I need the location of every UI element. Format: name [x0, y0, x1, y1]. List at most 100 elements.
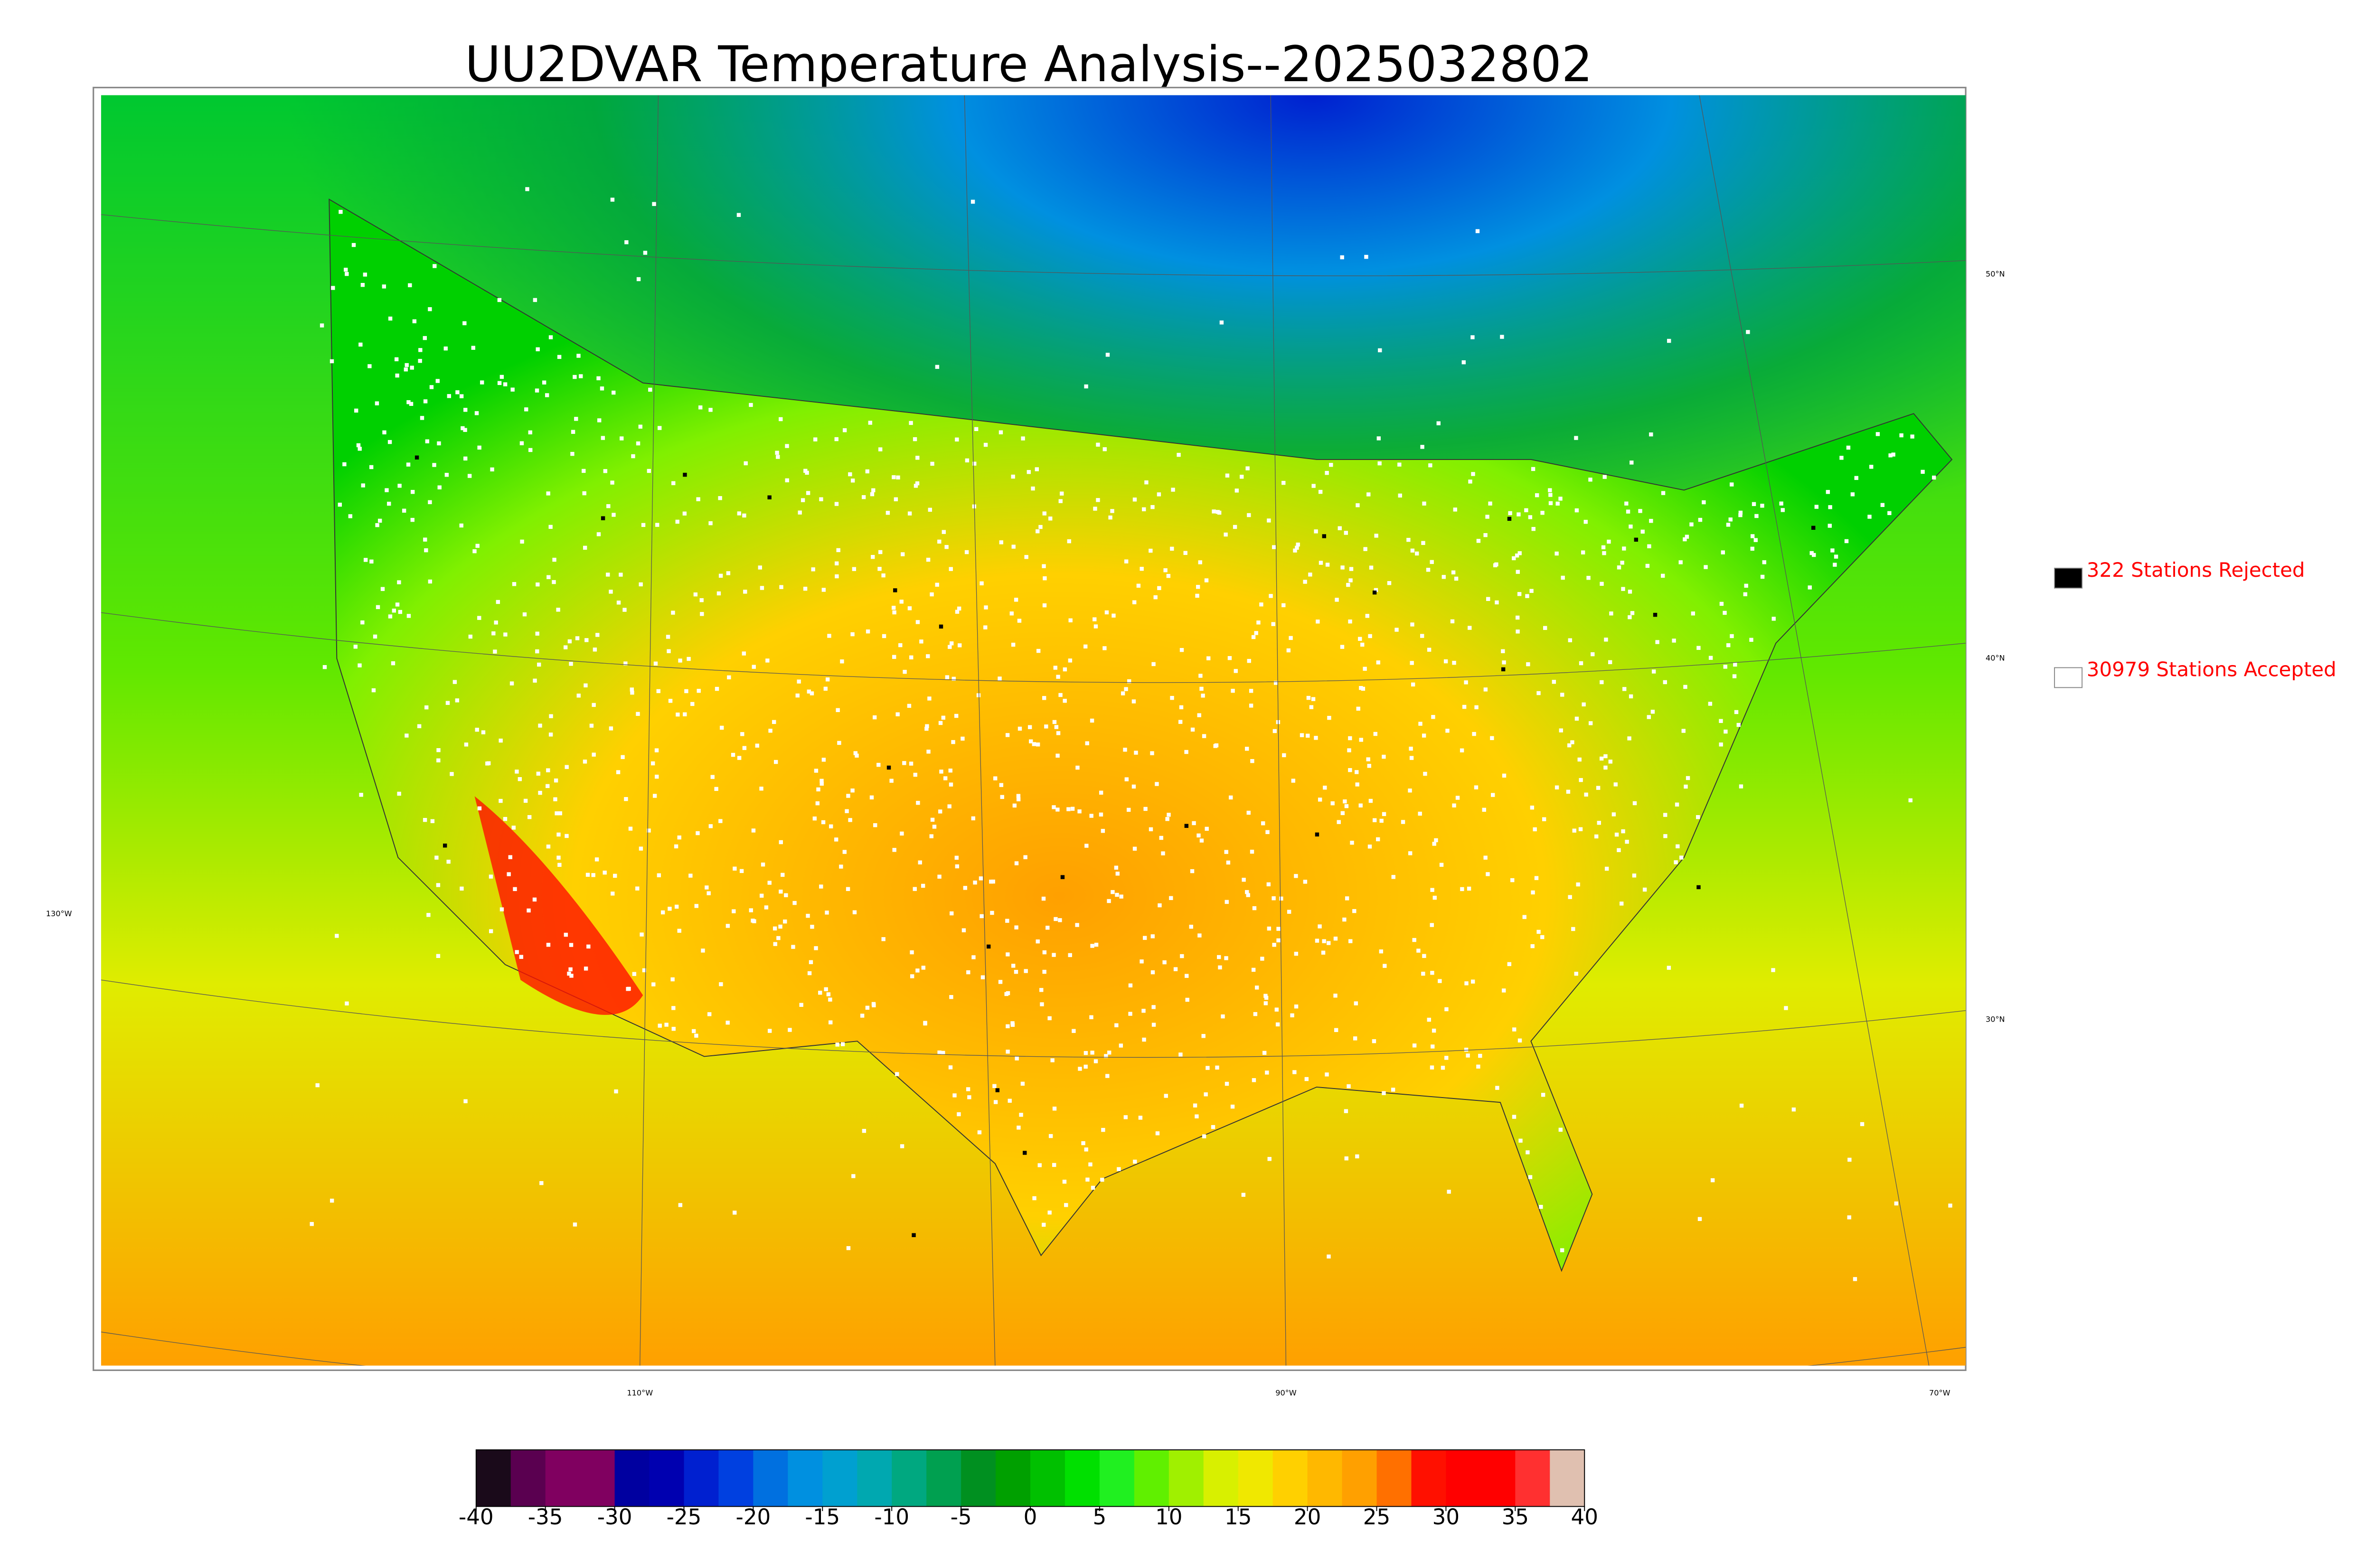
station-dot: [436, 758, 441, 762]
station-dot: [1179, 648, 1184, 652]
station-dot: [999, 540, 1004, 545]
station-dot: [829, 1020, 833, 1024]
station-dot: [1416, 948, 1421, 953]
station-dot: [938, 721, 943, 725]
station-dot: [459, 523, 463, 528]
station-dot: [539, 1181, 544, 1185]
station-dot: [1828, 505, 1832, 509]
station-dot: [557, 863, 562, 867]
station-dot: [980, 975, 985, 979]
station-dot: [677, 929, 681, 933]
station-dot: [775, 451, 779, 455]
station-dot: [477, 806, 482, 811]
station-dot: [1249, 704, 1253, 708]
station-dot: [546, 943, 551, 947]
station-dot: [1327, 1254, 1331, 1259]
station-dot: [1141, 1009, 1146, 1013]
station-dot: [878, 447, 883, 451]
station-dot: [1197, 713, 1201, 717]
legend-swatch: [2054, 567, 2083, 589]
station-dot: [1337, 820, 1341, 824]
station-dot: [1771, 617, 1776, 621]
station-dot: [915, 620, 920, 624]
station-dot: [877, 567, 882, 571]
station-dot: [1296, 542, 1300, 547]
station-dot: [1247, 513, 1251, 517]
station-dot: [1189, 924, 1193, 929]
station-dot: [1308, 573, 1312, 577]
station-dot: [1502, 660, 1506, 665]
station-dot: [1066, 807, 1071, 811]
station-dot: [497, 298, 502, 302]
station-dot: [1099, 812, 1103, 817]
station-dot: [499, 907, 504, 911]
station-dot: [1444, 1007, 1449, 1012]
station-dot: [1344, 804, 1349, 808]
station-dot: [515, 770, 519, 774]
station-dot: [937, 539, 942, 544]
station-dot: [1531, 527, 1536, 531]
station-dot: [1246, 810, 1251, 815]
station-dot: [1377, 461, 1382, 466]
station-dot: [373, 634, 377, 639]
station-dot: [1269, 594, 1273, 598]
station-dot: [1347, 748, 1351, 752]
colorbar-segment: [961, 1450, 997, 1507]
station-dot: [1303, 880, 1308, 884]
station-dot: [1719, 742, 1723, 747]
station-dot: [846, 1246, 851, 1250]
station-dot: [694, 1033, 698, 1038]
station-dot: [935, 365, 940, 369]
station-dot: [1063, 699, 1067, 703]
station-dot: [806, 913, 810, 918]
station-dot: [1869, 465, 1874, 469]
station-dot: [553, 797, 557, 801]
station-dot: [1058, 918, 1062, 922]
station-dot: [1850, 492, 1855, 497]
colorbar-tick-label: -5: [951, 1504, 972, 1530]
station-dot: [1418, 722, 1423, 726]
station-dot: [358, 663, 362, 667]
station-dot: [676, 712, 680, 717]
station-dot: [1260, 957, 1264, 961]
station-dot: [1205, 826, 1209, 831]
station-dot: [767, 495, 772, 499]
station-dot: [1683, 537, 1687, 542]
station-dot: [699, 598, 704, 602]
station-dot: [820, 781, 824, 786]
station-dot: [1068, 953, 1072, 958]
station-dot: [698, 405, 703, 410]
station-dot: [1060, 491, 1064, 496]
station-dot: [714, 787, 718, 791]
station-dot: [910, 950, 914, 955]
station-dot: [1382, 812, 1386, 817]
station-dot: [616, 770, 621, 774]
station-dot: [835, 574, 839, 579]
station-dot: [632, 972, 637, 976]
station-dot: [816, 787, 820, 792]
station-dot: [524, 407, 528, 412]
station-dot: [507, 872, 511, 876]
station-dot: [619, 573, 623, 577]
station-dot: [468, 634, 473, 639]
station-dot: [322, 665, 327, 669]
station-dot: [1218, 965, 1222, 970]
station-dot: [1225, 473, 1230, 478]
station-dot: [423, 817, 427, 822]
station-dot: [351, 243, 356, 247]
station-dot: [568, 967, 573, 972]
station-dot: [1348, 620, 1352, 624]
station-dot: [1460, 748, 1464, 752]
station-dot: [1814, 505, 1819, 509]
station-dot: [1528, 515, 1533, 519]
station-dot: [1679, 855, 1684, 860]
legend-label: 30979 Stations Accepted: [2087, 657, 2336, 681]
station-dot: [1627, 736, 1631, 741]
station-dot: [1119, 894, 1123, 899]
station-dot: [910, 974, 914, 978]
station-dot: [315, 1083, 320, 1088]
station-dot: [1604, 638, 1608, 642]
station-dot: [363, 272, 367, 277]
stations: [310, 187, 1952, 1281]
station-dot: [1581, 550, 1585, 554]
